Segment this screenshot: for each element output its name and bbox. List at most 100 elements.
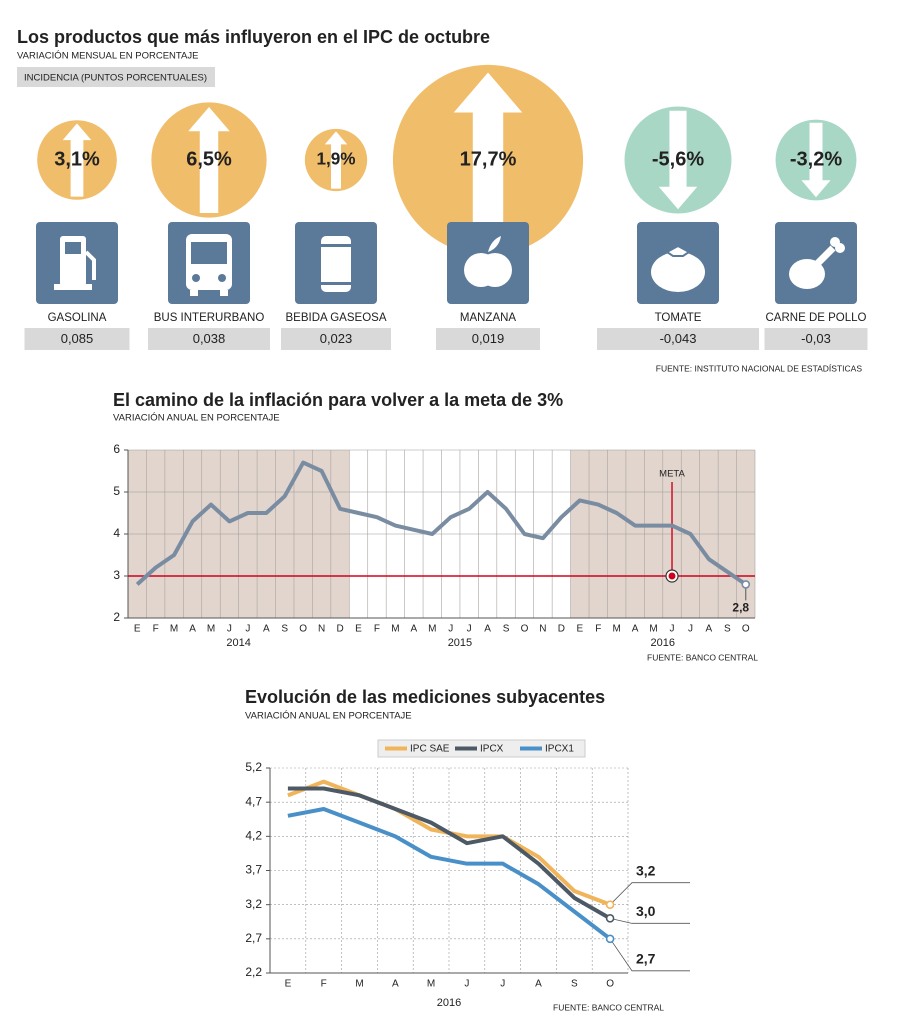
icon — [36, 222, 118, 304]
incidence-box — [24, 328, 130, 350]
category-label: BEBIDA GASEOSA — [286, 312, 387, 324]
x-tick-label: O — [299, 624, 307, 635]
incidence-label: -0,043 — [660, 331, 697, 346]
x-tick-label: E — [576, 624, 583, 635]
y-tick-label: 4,2 — [245, 829, 262, 843]
x-tick-label: A — [535, 979, 542, 990]
x-tick-label: J — [227, 624, 232, 635]
x-tick-label: F — [595, 624, 601, 635]
x-tick-label: A — [484, 624, 491, 635]
x-tick-label: S — [281, 624, 288, 635]
end-point — [605, 934, 615, 944]
value-label: 3,2 — [636, 862, 656, 878]
x-tick-label: A — [411, 624, 418, 635]
icon-shape — [812, 245, 836, 269]
icon-glyph — [789, 237, 845, 289]
label-leader — [610, 917, 690, 924]
legend-box — [377, 739, 586, 758]
icon — [775, 222, 857, 304]
x-tick-label: S — [571, 979, 578, 990]
x-tick-label: F — [153, 624, 159, 635]
x-tick-label: F — [374, 624, 380, 635]
x-tick-label: M — [355, 979, 363, 990]
incidence-box — [436, 328, 540, 350]
x-tick-label: S — [503, 624, 510, 635]
x-tick-label: J — [448, 624, 453, 635]
x-tick-label: N — [539, 624, 546, 635]
x-tick-label: J — [464, 979, 469, 990]
x-tick-label: J — [688, 624, 693, 635]
x-tick-label: J — [670, 624, 675, 635]
icon-shape — [191, 242, 227, 264]
source: FUENTE: BANCO CENTRAL — [553, 1002, 664, 1012]
y-tick-label: 5,2 — [245, 760, 262, 774]
value-label: -3,2% — [790, 148, 842, 170]
incidence-label: -0,03 — [801, 331, 831, 346]
group-label: 2016 — [437, 997, 461, 1009]
icon-glyph — [186, 234, 232, 296]
target-label: META — [659, 469, 685, 480]
x-tick-label: M — [613, 624, 621, 635]
x-tick-label: A — [189, 624, 196, 635]
icon-shape — [835, 243, 845, 253]
icon-shape — [84, 250, 96, 280]
y-tick-label: 3 — [113, 568, 120, 582]
x-tick-label: F — [321, 979, 327, 990]
end-point — [605, 914, 615, 923]
arrow — [62, 123, 92, 197]
x-tick-label: E — [285, 979, 292, 990]
label-leader — [609, 882, 690, 905]
icon-glyph — [54, 236, 96, 290]
x-tick-label: O — [742, 624, 750, 635]
x-tick-label: D — [558, 624, 565, 635]
legend-label: IPCX — [480, 744, 504, 755]
x-tick-label: O — [606, 979, 614, 990]
x-tick-label: M — [391, 624, 399, 635]
x-tick-label: N — [318, 624, 325, 635]
incidence-label: 0,019 — [472, 331, 505, 346]
x-tick-label: A — [706, 624, 713, 635]
y-tick-label: 2 — [113, 610, 120, 624]
group-label: 2016 — [651, 637, 675, 649]
icon-glyph — [464, 236, 512, 287]
icon-shape — [478, 253, 512, 287]
icon — [637, 222, 719, 304]
y-tick-label: 4,7 — [245, 794, 262, 808]
icon — [168, 222, 250, 304]
arrow — [324, 131, 348, 189]
icon-shape — [321, 244, 351, 247]
x-tick-label: A — [392, 979, 399, 990]
icon-shape — [321, 236, 351, 292]
icon — [295, 222, 377, 304]
category-label: MANZANA — [460, 312, 517, 324]
x-tick-label: A — [263, 624, 270, 635]
icon-shape — [218, 274, 226, 282]
y-tick-label: 5 — [113, 484, 120, 498]
incidence-label: 0,038 — [193, 331, 226, 346]
x-tick-label: E — [134, 624, 141, 635]
icon-shape — [190, 290, 198, 296]
x-tick-label: M — [170, 624, 178, 635]
incidence-box — [281, 328, 391, 350]
end-point — [605, 900, 615, 909]
category-label: BUS INTERURBANO — [154, 312, 265, 324]
value-label: 3,1% — [54, 148, 100, 170]
y-tick-label: 6 — [113, 442, 120, 456]
icon-shape — [192, 274, 200, 282]
x-tick-label: J — [500, 979, 505, 990]
target-dot — [668, 572, 676, 580]
chart-subtitle: VARIACIÓN MENSUAL EN PORCENTAJE — [17, 51, 198, 62]
arrow — [801, 122, 831, 198]
incidence-box — [148, 328, 270, 350]
icon-shape — [651, 252, 705, 292]
y-tick-label: 3,7 — [245, 863, 262, 877]
x-tick-label: M — [207, 624, 215, 635]
icon-shape — [54, 284, 92, 290]
label-leader — [609, 938, 690, 972]
arrow — [453, 72, 523, 248]
icon-shape — [665, 244, 691, 257]
y-tick-label: 4 — [113, 526, 120, 540]
icon-shape — [321, 282, 351, 285]
incidence-box — [764, 328, 868, 350]
chart-title: El camino de la inflación para volver a … — [113, 390, 563, 410]
